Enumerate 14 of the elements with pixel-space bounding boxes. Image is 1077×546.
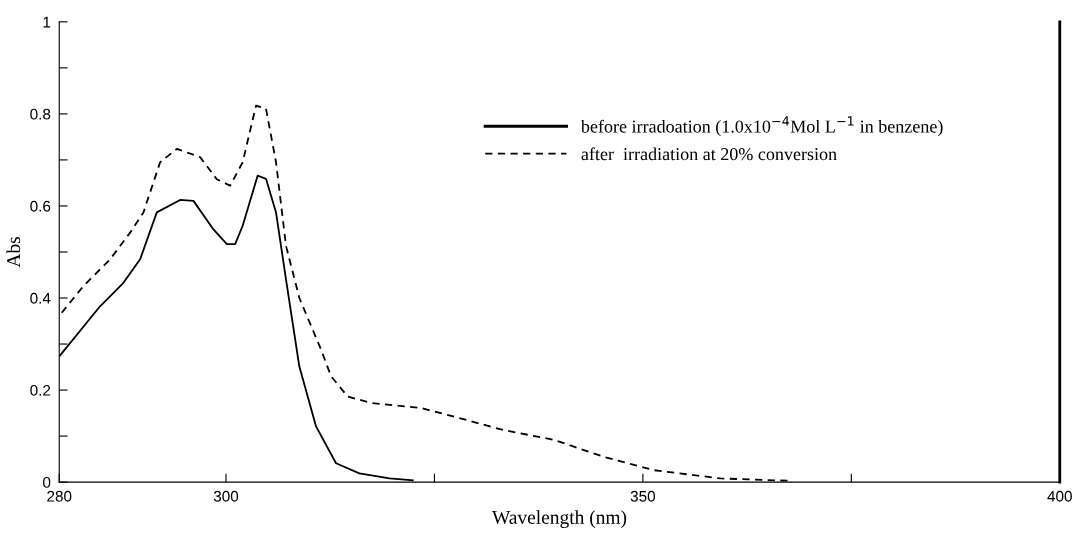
y-tick-label: 0.8 xyxy=(30,108,51,120)
x-tick-label: 350 xyxy=(630,490,656,502)
x-tick-label: 280 xyxy=(47,490,72,502)
x-tick-label: 300 xyxy=(213,490,239,502)
y-tick-label: 0.4 xyxy=(30,292,51,304)
y-tick-label: 0.6 xyxy=(30,200,51,212)
y-tick-label: 0 xyxy=(43,476,51,488)
y-tick-label: 1 xyxy=(43,16,51,28)
y-tick-label: 0.2 xyxy=(30,384,51,396)
x-tick-label: 400 xyxy=(1047,490,1072,502)
legend-label: after irradiation at 20% conversion xyxy=(581,147,837,161)
y-axis-title: Abs xyxy=(6,237,21,268)
x-axis-title: Wavelength (nm) xyxy=(492,510,627,528)
legend-label: before irradoation (1.0x10$^{−4}$Mol L$^{−1}$ in benzene) xyxy=(580,116,943,137)
